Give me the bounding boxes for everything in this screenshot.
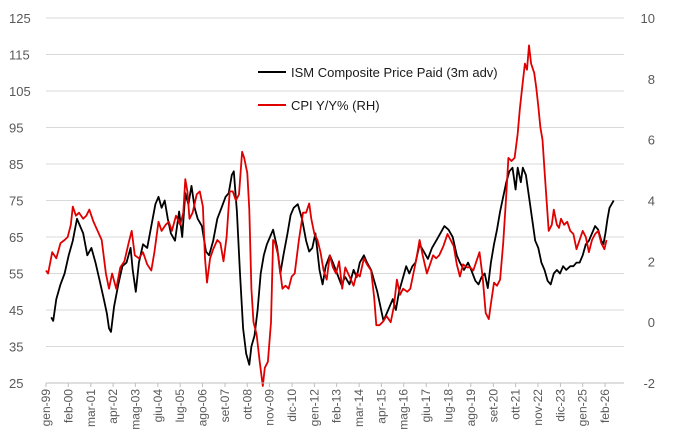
- x-tick-label: nov-22: [531, 389, 545, 426]
- y-left-tick-label: 115: [9, 48, 30, 63]
- x-tick-label: apr-15: [374, 389, 388, 424]
- y-right-tick-label: 0: [648, 315, 655, 330]
- x-tick-label: set-20: [486, 389, 500, 423]
- x-tick-label: giu-17: [419, 389, 433, 423]
- y-left-tick-label: 95: [9, 121, 23, 136]
- x-tick-label: mag-03: [128, 389, 142, 430]
- x-tick-label: dic-23: [553, 389, 567, 422]
- x-tick-label: gen-25: [576, 389, 590, 427]
- y-left-tick-label: 65: [9, 230, 23, 245]
- x-tick-label: mar-01: [84, 389, 98, 427]
- x-tick-label: feb-26: [598, 389, 612, 423]
- y-right-tick-label: -2: [643, 376, 655, 391]
- legend-label-ism: ISM Composite Price Paid (3m adv): [291, 65, 498, 80]
- x-tick-label: lug-18: [442, 389, 456, 423]
- legend: ISM Composite Price Paid (3m adv) CPI Y/Y…: [258, 65, 498, 113]
- axes: 25 35 45 55 65 75 85 95 105 115 125 -2 0 2 4 6 8 10 gen-99…: [9, 11, 655, 430]
- x-tick-label: ott-08: [240, 389, 254, 420]
- x-tick-label: gen-12: [307, 389, 321, 427]
- y-right-tick-label: 4: [648, 194, 655, 209]
- series-layer: [45, 44, 615, 387]
- x-tick-label: dic-10: [285, 389, 299, 422]
- y-left-tick-label: 105: [9, 84, 31, 99]
- x-tick-label: ago-06: [195, 389, 209, 427]
- series-line-cpi: [45, 44, 608, 387]
- y-left-tick-label: 85: [9, 157, 23, 172]
- x-tick-label: ago-19: [464, 389, 478, 427]
- y-left-tick-label: 45: [9, 303, 23, 318]
- x-tick-label: mar-14: [352, 389, 366, 427]
- x-tick-label: gen-99: [39, 389, 53, 427]
- y-left-tick-label: 25: [9, 376, 23, 391]
- x-tick-label: set-07: [218, 389, 232, 423]
- y-left-tick-label: 55: [9, 267, 23, 282]
- x-tick-label: nov-09: [263, 389, 277, 426]
- legend-label-cpi: CPI Y/Y% (RH): [291, 98, 380, 113]
- y-left-tick-label: 125: [9, 11, 31, 26]
- x-tick-label: feb-00: [61, 389, 75, 423]
- x-tick-label: ott-21: [509, 389, 523, 420]
- x-tick-label: apr-02: [106, 389, 120, 424]
- x-tick-label: giu-04: [151, 389, 165, 423]
- y-right-tick-label: 8: [648, 72, 655, 87]
- y-right-tick-label: 10: [641, 11, 655, 26]
- x-tick-label: lug-05: [173, 389, 187, 423]
- x-tick-label: feb-13: [330, 389, 344, 423]
- y-left-tick-label: 35: [9, 340, 23, 355]
- y-right-tick-label: 2: [648, 254, 655, 269]
- y-right-tick-label: 6: [648, 133, 655, 148]
- x-tick-label: mag-16: [397, 389, 411, 430]
- y-left-tick-label: 75: [9, 194, 23, 209]
